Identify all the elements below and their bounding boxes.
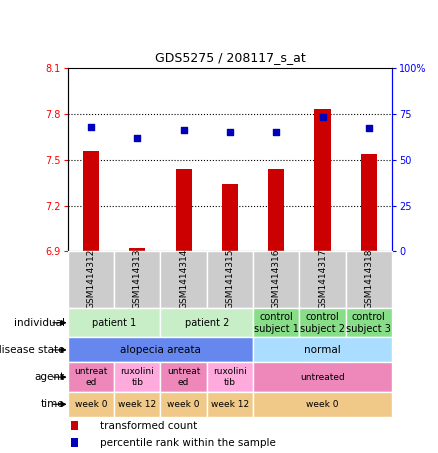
Point [180,127,187,134]
Bar [160,251,207,308]
Bar [114,251,160,308]
Bar [207,392,253,417]
Bar [71,421,78,430]
Text: untreated: untreated [300,373,345,381]
Text: untreat
ed: untreat ed [74,367,108,387]
Bar [160,392,207,417]
Text: transformed count: transformed count [100,421,198,431]
Text: alopecia areata: alopecia areata [120,345,201,355]
Point [273,129,280,136]
Bar [361,154,377,251]
Bar [68,251,114,308]
Text: GSM1414313: GSM1414313 [133,248,142,309]
Text: week 12: week 12 [211,400,249,409]
Text: time: time [41,399,65,410]
Bar [176,169,192,251]
Text: untreat
ed: untreat ed [167,367,200,387]
Bar [207,362,253,392]
Point [134,134,141,141]
Text: GSM1414317: GSM1414317 [318,248,327,309]
Bar [160,362,207,392]
Text: disease state: disease state [0,345,65,355]
Text: week 0: week 0 [75,400,107,409]
Point [319,114,326,121]
Text: normal: normal [304,345,341,355]
Bar [129,248,145,251]
Bar [300,308,346,337]
Bar [68,308,160,337]
Point [226,129,233,136]
Bar [253,392,392,417]
Bar [253,337,392,362]
Text: GSM1414315: GSM1414315 [226,248,234,309]
Bar [71,438,78,448]
Bar [68,337,253,362]
Bar [253,251,300,308]
Bar [314,109,331,251]
Text: week 12: week 12 [118,400,156,409]
Text: patient 2: patient 2 [184,318,229,328]
Bar [68,392,114,417]
Bar [207,251,253,308]
Bar [346,251,392,308]
Bar [346,308,392,337]
Bar [253,362,392,392]
Text: control
subject 2: control subject 2 [300,312,345,333]
Text: control
subject 1: control subject 1 [254,312,299,333]
Title: GDS5275 / 208117_s_at: GDS5275 / 208117_s_at [155,51,305,64]
Text: individual: individual [14,318,65,328]
Text: ruxolini
tib: ruxolini tib [213,367,247,387]
Point [88,123,95,130]
Bar [83,150,99,251]
Bar [68,362,114,392]
Text: week 0: week 0 [167,400,200,409]
Text: agent: agent [35,372,65,382]
Text: GSM1414316: GSM1414316 [272,248,281,309]
Text: patient 1: patient 1 [92,318,136,328]
Bar [222,184,238,251]
Text: GSM1414312: GSM1414312 [87,248,95,309]
Bar [160,308,253,337]
Bar [114,392,160,417]
Text: week 0: week 0 [306,400,339,409]
Bar [300,251,346,308]
Text: control
subject 3: control subject 3 [346,312,391,333]
Text: percentile rank within the sample: percentile rank within the sample [100,438,276,448]
Bar [268,169,284,251]
Text: GSM1414318: GSM1414318 [364,248,373,309]
Point [365,125,372,132]
Bar [253,308,300,337]
Bar [114,362,160,392]
Text: ruxolini
tib: ruxolini tib [120,367,154,387]
Text: GSM1414314: GSM1414314 [179,248,188,309]
